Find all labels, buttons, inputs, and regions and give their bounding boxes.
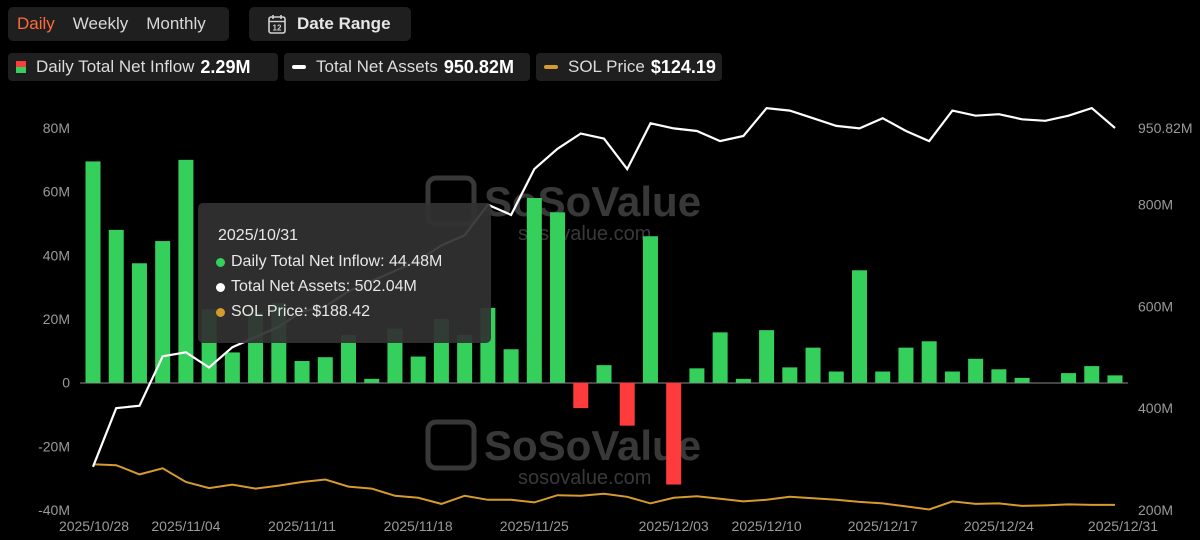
watermark-site-bottom: sosovalue.com bbox=[518, 467, 651, 489]
inflow-bar bbox=[689, 368, 705, 383]
inflow-bar bbox=[712, 332, 728, 383]
tooltip-date: 2025/10/31 bbox=[218, 227, 299, 244]
inflow-bar bbox=[526, 198, 542, 383]
right-axis-tick: 200M bbox=[1138, 502, 1173, 518]
inflow-bar bbox=[852, 270, 867, 383]
inflow-bar bbox=[573, 382, 589, 409]
inflow-bar bbox=[782, 367, 798, 383]
inflow-bar bbox=[410, 356, 426, 383]
tooltip: 2025/10/31 Daily Total Net Inflow: 44.48… bbox=[198, 203, 491, 343]
legend-inflow[interactable]: Daily Total Net Inflow 2.29M bbox=[8, 53, 278, 81]
legend-assets-label: Total Net Assets bbox=[316, 57, 438, 76]
right-axis-tick: 400M bbox=[1138, 400, 1173, 416]
legend-price[interactable]: SOL Price $124.19 bbox=[536, 53, 722, 81]
tab-weekly[interactable]: Weekly bbox=[72, 14, 129, 33]
inflow-bar bbox=[805, 347, 821, 383]
inflow-bar bbox=[155, 241, 171, 383]
watermark-bottom: SoSoValue sosovalue.com bbox=[425, 419, 701, 489]
inflow-bar bbox=[1061, 373, 1077, 383]
x-axis-tick: 2025/12/17 bbox=[848, 518, 918, 534]
inflow-bar bbox=[828, 371, 844, 383]
x-axis-tick: 2025/12/10 bbox=[732, 518, 802, 534]
x-axis-tick: 2025/10/28 bbox=[59, 518, 129, 534]
inflow-bar bbox=[596, 365, 612, 383]
inflow-swatch bbox=[16, 61, 26, 73]
inflow-bar bbox=[294, 361, 310, 383]
watermark-brand-top: SoSoValue bbox=[484, 178, 701, 225]
inflow-bar bbox=[991, 369, 1007, 383]
right-axis-tick: 600M bbox=[1138, 298, 1173, 314]
tooltip-inflow: Daily Total Net Inflow: 44.48M bbox=[231, 253, 443, 270]
inflow-bar bbox=[341, 334, 356, 383]
inflow-bar bbox=[1084, 366, 1100, 383]
inflow-bar bbox=[666, 382, 682, 485]
tab-daily[interactable]: Daily bbox=[17, 14, 55, 33]
left-axis-tick: 40M bbox=[43, 247, 70, 263]
tooltip-inflow-row: Daily Total Net Inflow: 44.48M bbox=[216, 253, 442, 271]
inflow-bar bbox=[968, 358, 984, 383]
watermark-logo-bottom bbox=[425, 419, 477, 471]
x-axis-tick: 2025/11/18 bbox=[384, 518, 453, 534]
inflow-bar bbox=[759, 330, 775, 383]
legend-inflow-value: 2.29M bbox=[200, 56, 251, 77]
tooltip-inflow-dot bbox=[216, 257, 225, 267]
inflow-bar bbox=[178, 159, 194, 383]
inflow-bar bbox=[364, 378, 380, 383]
inflow-bar bbox=[503, 349, 519, 383]
inflow-bar bbox=[898, 347, 914, 383]
tooltip-assets: Total Net Assets: 502.04M bbox=[231, 278, 417, 295]
inflow-bar bbox=[875, 371, 891, 383]
left-axis-tick: 60M bbox=[43, 184, 70, 200]
tooltip-price: SOL Price: $188.42 bbox=[231, 303, 371, 320]
watermark-brand-bottom: SoSoValue bbox=[484, 422, 701, 469]
tooltip-assets-dot bbox=[216, 282, 225, 292]
calendar-icon: 12 bbox=[268, 15, 286, 34]
inflow-bar bbox=[921, 341, 937, 383]
left-axis-tick: 0 bbox=[62, 375, 70, 391]
left-axis-tick: 20M bbox=[43, 311, 70, 327]
x-axis-tick: 2025/11/25 bbox=[500, 518, 569, 534]
right-axis-top-label: 950.82M bbox=[1138, 120, 1192, 136]
x-axis-tick: 2025/12/03 bbox=[639, 518, 709, 534]
sol-price-line bbox=[92, 463, 1115, 511]
inflow-bar bbox=[735, 378, 751, 383]
date-range-button[interactable]: 12 Date Range bbox=[249, 7, 411, 41]
left-axis-tick: -20M bbox=[38, 438, 70, 454]
legend-inflow-label: Daily Total Net Inflow bbox=[36, 57, 195, 76]
inflow-bar bbox=[550, 212, 566, 383]
x-axis-tick: 2025/12/31 bbox=[1088, 518, 1158, 534]
inflow-bar bbox=[1107, 375, 1123, 383]
assets-swatch bbox=[292, 65, 306, 69]
inflow-bar bbox=[457, 334, 473, 383]
tooltip-assets-row: Total Net Assets: 502.04M bbox=[216, 278, 417, 296]
tab-monthly[interactable]: Monthly bbox=[146, 14, 206, 33]
left-axis-tick: 80M bbox=[43, 120, 70, 136]
period-tabs: Daily Weekly Monthly bbox=[8, 7, 229, 41]
inflow-bar bbox=[619, 382, 635, 426]
calendar-day: 12 bbox=[273, 24, 282, 33]
left-axis-tick: -40M bbox=[38, 502, 70, 518]
date-range-label: Date Range bbox=[297, 14, 391, 33]
inflow-bar bbox=[944, 371, 960, 383]
legend-price-value: $124.19 bbox=[650, 56, 716, 77]
tooltip-price-dot bbox=[216, 307, 225, 317]
x-axis-tick: 2025/11/11 bbox=[268, 518, 336, 534]
inflow-bar bbox=[642, 236, 658, 383]
legend-price-label: SOL Price bbox=[568, 57, 645, 76]
right-axis-tick: 800M bbox=[1138, 197, 1173, 213]
inflow-bar bbox=[224, 352, 240, 383]
legend-assets-value: 950.82M bbox=[443, 56, 514, 77]
inflow-bar bbox=[85, 161, 101, 383]
x-axis-tick: 2025/12/24 bbox=[964, 518, 1034, 534]
x-axis-tick: 2025/11/04 bbox=[151, 518, 220, 534]
inflow-bar bbox=[131, 263, 147, 383]
legend-assets[interactable]: Total Net Assets 950.82M bbox=[284, 53, 530, 81]
inflow-bar bbox=[317, 357, 333, 383]
inflow-bar bbox=[108, 229, 124, 383]
inflow-bar bbox=[1014, 377, 1030, 383]
tooltip-price-row: SOL Price: $188.42 bbox=[216, 303, 370, 321]
price-swatch bbox=[544, 65, 558, 69]
